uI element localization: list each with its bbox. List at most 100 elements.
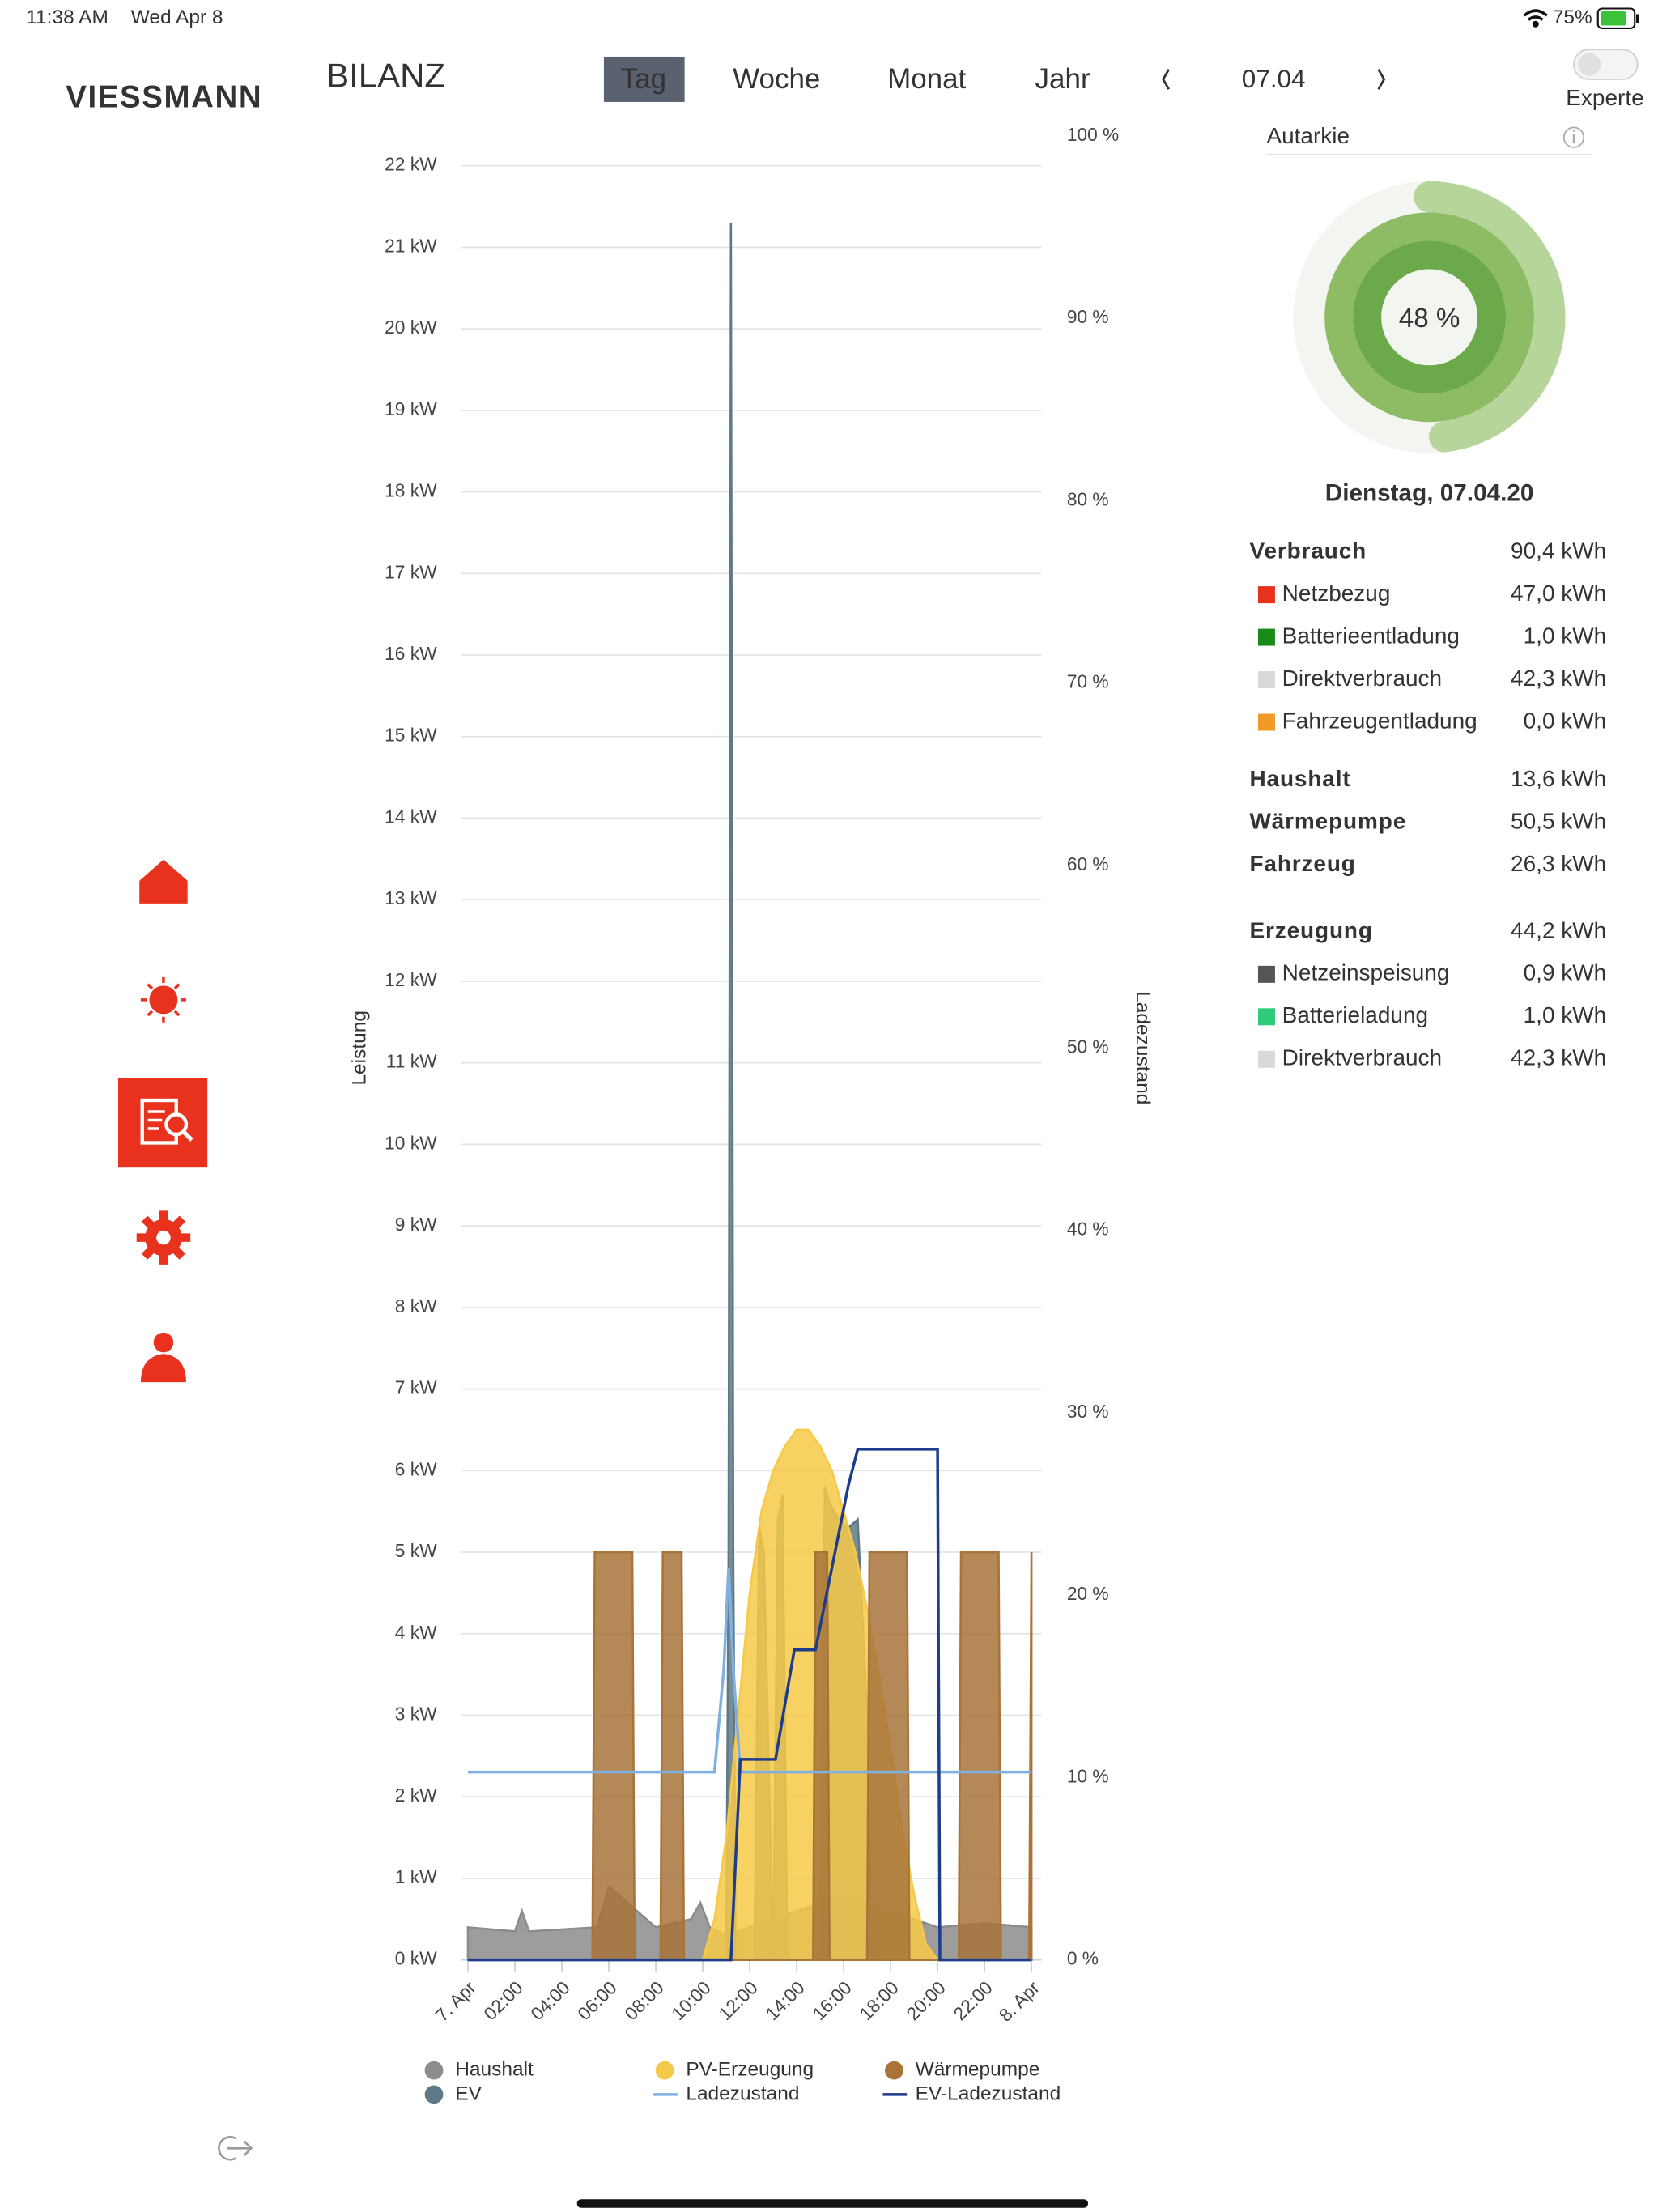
x-tick-label: 22:00 — [949, 1977, 997, 2025]
summary-item-label: Netzbezug — [1282, 581, 1391, 606]
tab[interactable]: Woche — [733, 63, 820, 95]
y-tick-label: 15 kW — [385, 725, 437, 746]
legend-swatch — [1257, 1008, 1275, 1026]
summary-item-label: Batterieentladung — [1282, 623, 1460, 648]
y2-tick-label: 40 % — [1067, 1219, 1109, 1240]
battery-icon — [1596, 7, 1639, 30]
nav-energy[interactable] — [140, 976, 186, 1023]
y-tick-label: 10 kW — [385, 1132, 437, 1153]
tab-bar: Tag Woche Monat Jahr — [603, 56, 1090, 102]
legend-label[interactable]: EV-Ladezustand — [916, 2082, 1061, 2104]
summary-group-label: Wärmepumpe — [1249, 809, 1406, 834]
summary: Verbrauch 90,4 kWh Netzbezug 47,0 kWh Batter… — [1249, 538, 1606, 1070]
legend-label[interactable]: PV-Erzeugung — [686, 2059, 814, 2081]
summary-group-value: 26,3 kWh — [1511, 851, 1606, 876]
status-date: Wed Apr 8 — [131, 6, 223, 28]
autarkie-donut — [1293, 181, 1566, 453]
expert-toggle[interactable] — [1573, 49, 1639, 80]
y2-tick-label: 10 % — [1067, 1765, 1109, 1786]
nav-report[interactable] — [117, 1078, 208, 1168]
legend-marker — [885, 2061, 903, 2080]
x-tick-label: 04:00 — [526, 1977, 574, 2025]
legend-label[interactable]: Haushalt — [455, 2059, 534, 2081]
summary-item-label: Batterieladung — [1282, 1002, 1428, 1027]
y-tick-label: 16 kW — [385, 643, 437, 664]
y-tick-label: 8 kW — [395, 1295, 437, 1317]
y2-axis-title: Ladezustand — [1132, 991, 1154, 1104]
y-tick-label: 12 kW — [385, 969, 437, 990]
legend-label[interactable]: Ladezustand — [686, 2082, 799, 2104]
summary-group-label: Haushalt — [1249, 766, 1350, 791]
legend-swatch — [1257, 1050, 1275, 1068]
tab[interactable]: Monat — [887, 63, 966, 95]
summary-group-value: 50,5 kWh — [1511, 809, 1606, 834]
summary-item-label: Netzeinspeisung — [1282, 960, 1450, 985]
legend-swatch — [1257, 628, 1275, 646]
next-date[interactable] — [1377, 69, 1386, 90]
y-axis-title: Leistung — [349, 1010, 371, 1086]
x-tick-label: 20:00 — [902, 1977, 950, 2025]
summary-item-label: Fahrzeugentladung — [1282, 708, 1477, 733]
summary-item-value: 42,3 kWh — [1511, 1045, 1606, 1070]
donut-ring — [1324, 212, 1535, 423]
x-tick-label: 02:00 — [479, 1977, 527, 2025]
info-icon[interactable] — [1562, 126, 1585, 148]
current-date: 07.04 — [1242, 65, 1306, 93]
summary-item-value: 0,0 kWh — [1524, 708, 1607, 733]
y-tick-label: 22 kW — [385, 154, 437, 175]
tab[interactable]: Tag — [621, 63, 666, 95]
y2-tick-label: 100 % — [1067, 124, 1119, 145]
summary-item-value: 1,0 kWh — [1524, 623, 1607, 648]
summary-group-value: 13,6 kWh — [1511, 766, 1606, 791]
toggle-label: Experte — [1566, 85, 1643, 110]
y-tick-label: 2 kW — [395, 1784, 437, 1806]
summary-group-value: 44,2 kWh — [1511, 917, 1606, 942]
x-tick-label: 10:00 — [667, 1977, 715, 2025]
y2-tick-label: 80 % — [1067, 488, 1109, 509]
area — [467, 1428, 1032, 1961]
nav-home[interactable] — [139, 859, 188, 904]
y-tick-label: 18 kW — [385, 480, 437, 501]
wifi-icon — [1523, 9, 1548, 28]
legend-marker — [655, 2061, 674, 2080]
y-tick-label: 21 kW — [385, 235, 437, 256]
tab[interactable]: Jahr — [1035, 63, 1090, 95]
donut-ring — [1353, 240, 1507, 394]
home-indicator — [576, 2199, 1089, 2208]
summary-item-label: Direktverbrauch — [1282, 1045, 1442, 1070]
y2-tick-label: 0 % — [1067, 1948, 1099, 1969]
legend-marker — [424, 2061, 444, 2080]
y-tick-label: 9 kW — [395, 1214, 437, 1235]
summary-group-label: Verbrauch — [1249, 538, 1367, 564]
y-tick-label: 11 kW — [386, 1051, 437, 1072]
summary-item-value: 0,9 kWh — [1524, 960, 1607, 985]
y-tick-label: 20 kW — [385, 317, 437, 338]
nav-profile[interactable] — [140, 1332, 186, 1383]
y-tick-label: 0 kW — [395, 1948, 437, 1969]
legend-swatch — [1257, 586, 1275, 604]
x-tick-label: 08:00 — [620, 1977, 668, 2025]
line — [467, 1448, 1032, 1962]
x-tick-label: 06:00 — [573, 1977, 621, 2025]
y2-tick-label: 30 % — [1067, 1401, 1109, 1422]
y-tick-label: 3 kW — [395, 1703, 437, 1724]
logo: VIESSMANN — [66, 80, 261, 115]
legend-swatch — [1257, 965, 1275, 983]
autarkie-label: Autarkie — [1266, 123, 1350, 148]
legend-label[interactable]: Wärmepumpe — [916, 2059, 1040, 2081]
legend-marker — [424, 2085, 444, 2104]
logout[interactable] — [218, 2136, 253, 2161]
legend-swatch — [1257, 671, 1275, 689]
x-tick-label: 18:00 — [855, 1977, 903, 2025]
x-tick-label: 16:00 — [808, 1977, 856, 2025]
legend-label[interactable]: EV — [455, 2082, 482, 2104]
summary-item-value: 47,0 kWh — [1511, 581, 1606, 606]
prev-date[interactable] — [1162, 69, 1170, 90]
y-tick-label: 7 kW — [395, 1377, 437, 1398]
battery-level: 75% — [1553, 6, 1592, 28]
status-time: 11:38 AM — [26, 6, 108, 28]
nav-settings[interactable] — [136, 1210, 191, 1265]
summary-item-value: 42,3 kWh — [1511, 666, 1606, 691]
y2-tick-label: 60 % — [1067, 853, 1109, 874]
